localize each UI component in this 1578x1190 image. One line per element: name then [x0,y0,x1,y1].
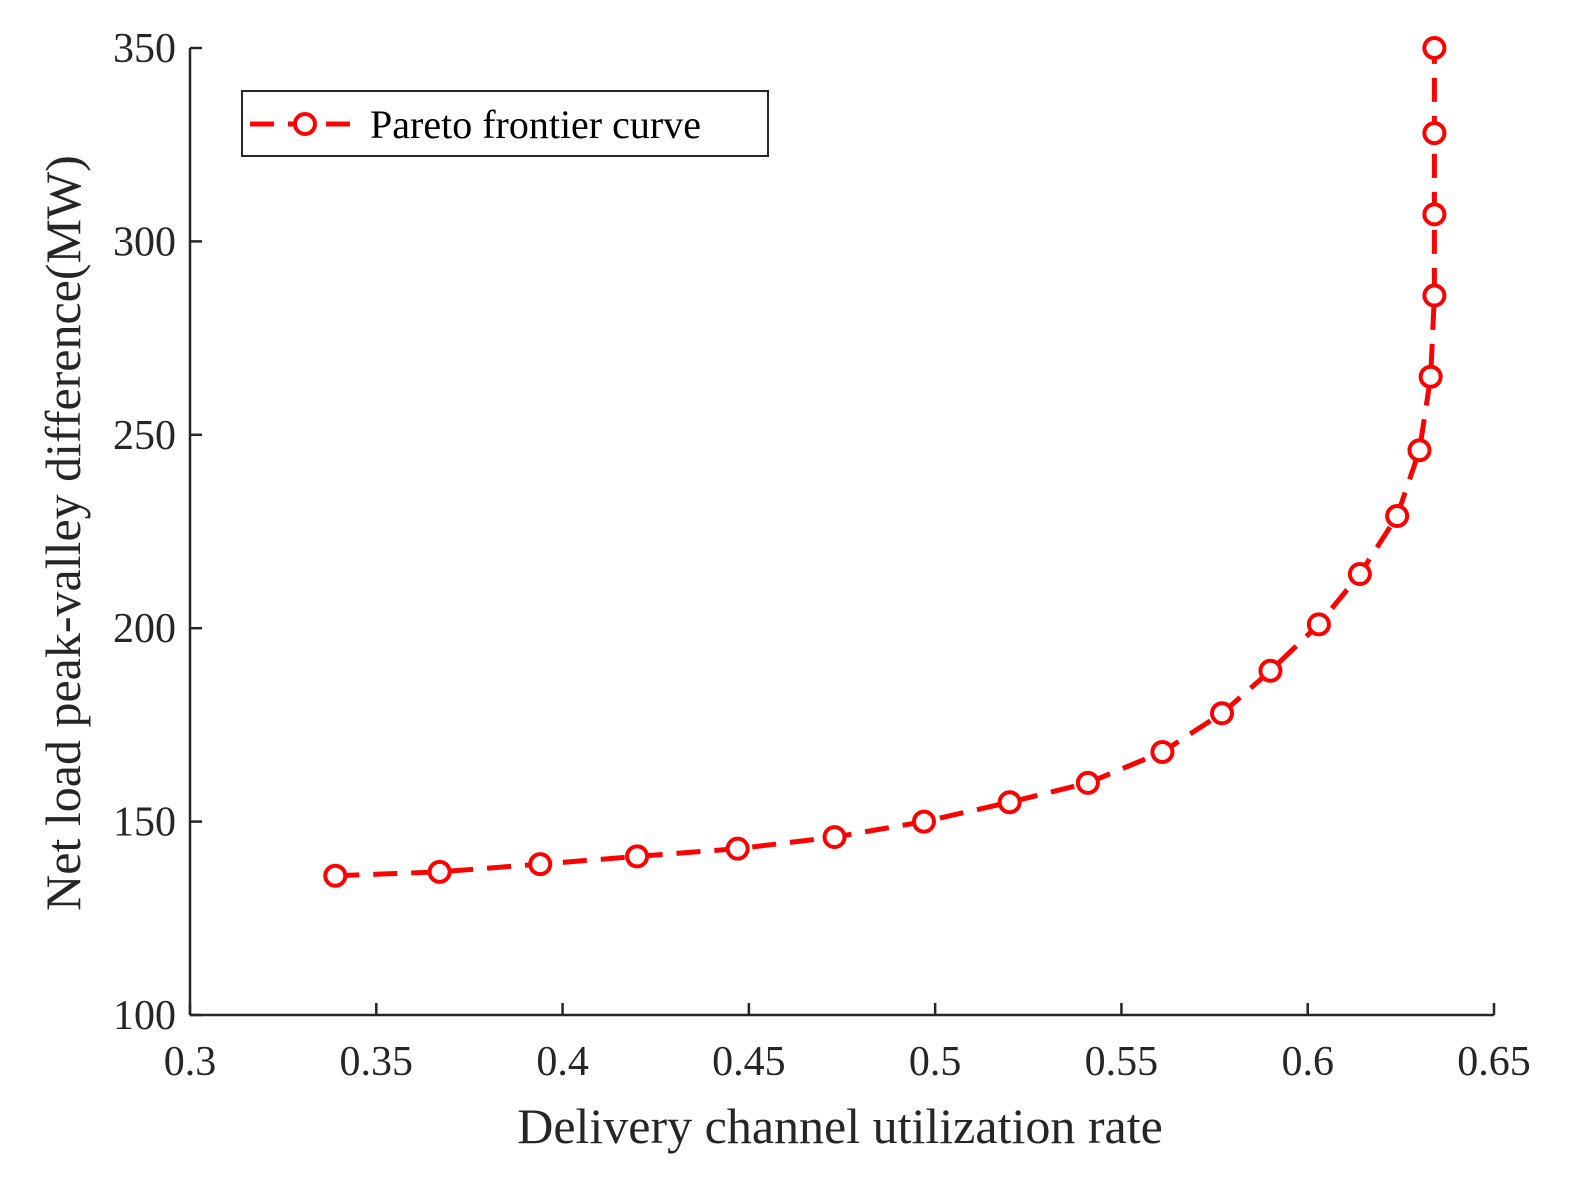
data-point [822,825,847,850]
data-point [427,859,452,884]
data-point [1347,562,1372,587]
series-line [335,48,1437,879]
data-point [725,836,750,861]
data-point [1306,612,1331,637]
y-tick-label: 250 [113,413,176,459]
y-tick-label: 200 [113,606,176,652]
x-tick-label: 0.55 [1085,1039,1159,1085]
legend: Pareto frontier curve [241,90,769,157]
x-tick-label: 0.45 [712,1039,786,1085]
data-point [1407,438,1432,463]
y-tick-label: 100 [113,993,176,1039]
x-tick-label: 0.5 [909,1039,962,1085]
data-point [625,844,650,869]
data-point [1258,658,1283,683]
legend-series-label: Pareto frontier curve [370,102,701,147]
data-point [1075,770,1100,795]
data-point [1385,504,1410,529]
x-tick-label: 0.4 [536,1039,589,1085]
legend-series-marker [293,112,317,136]
x-axis-ticks: 0.3 0.35 0.4 0.45 0.5 0.55 0.6 0.65 [164,1003,1531,1085]
y-tick-label: 150 [113,800,176,846]
series-layer [323,36,1447,888]
data-point [1422,121,1447,146]
x-tick-label: 0.6 [1281,1039,1334,1085]
data-point [1422,283,1447,308]
x-tick-label: 0.3 [164,1039,217,1085]
x-tick-label: 0.35 [340,1039,414,1085]
x-axis-title: Delivery channel utilization rate [517,1098,1163,1154]
x-tick-label: 0.65 [1457,1039,1531,1085]
data-point [911,809,936,834]
data-point [997,790,1022,815]
data-point [528,852,553,877]
data-point [1150,739,1175,764]
y-axis-ticks: 100 150 200 250 300 350 [113,26,202,1039]
y-tick-label: 300 [113,219,176,265]
data-point [1210,701,1235,726]
y-axis-title: Net load peak-valley difference(MW) [35,155,91,911]
plot-area: 0.3 0.35 0.4 0.45 0.5 0.55 0.6 0.65 100 150 200 25… [113,26,1531,1085]
data-point [1422,202,1447,227]
data-point [323,863,348,888]
y-tick-label: 350 [113,26,176,72]
data-point [1422,36,1447,60]
data-point [1418,364,1443,389]
